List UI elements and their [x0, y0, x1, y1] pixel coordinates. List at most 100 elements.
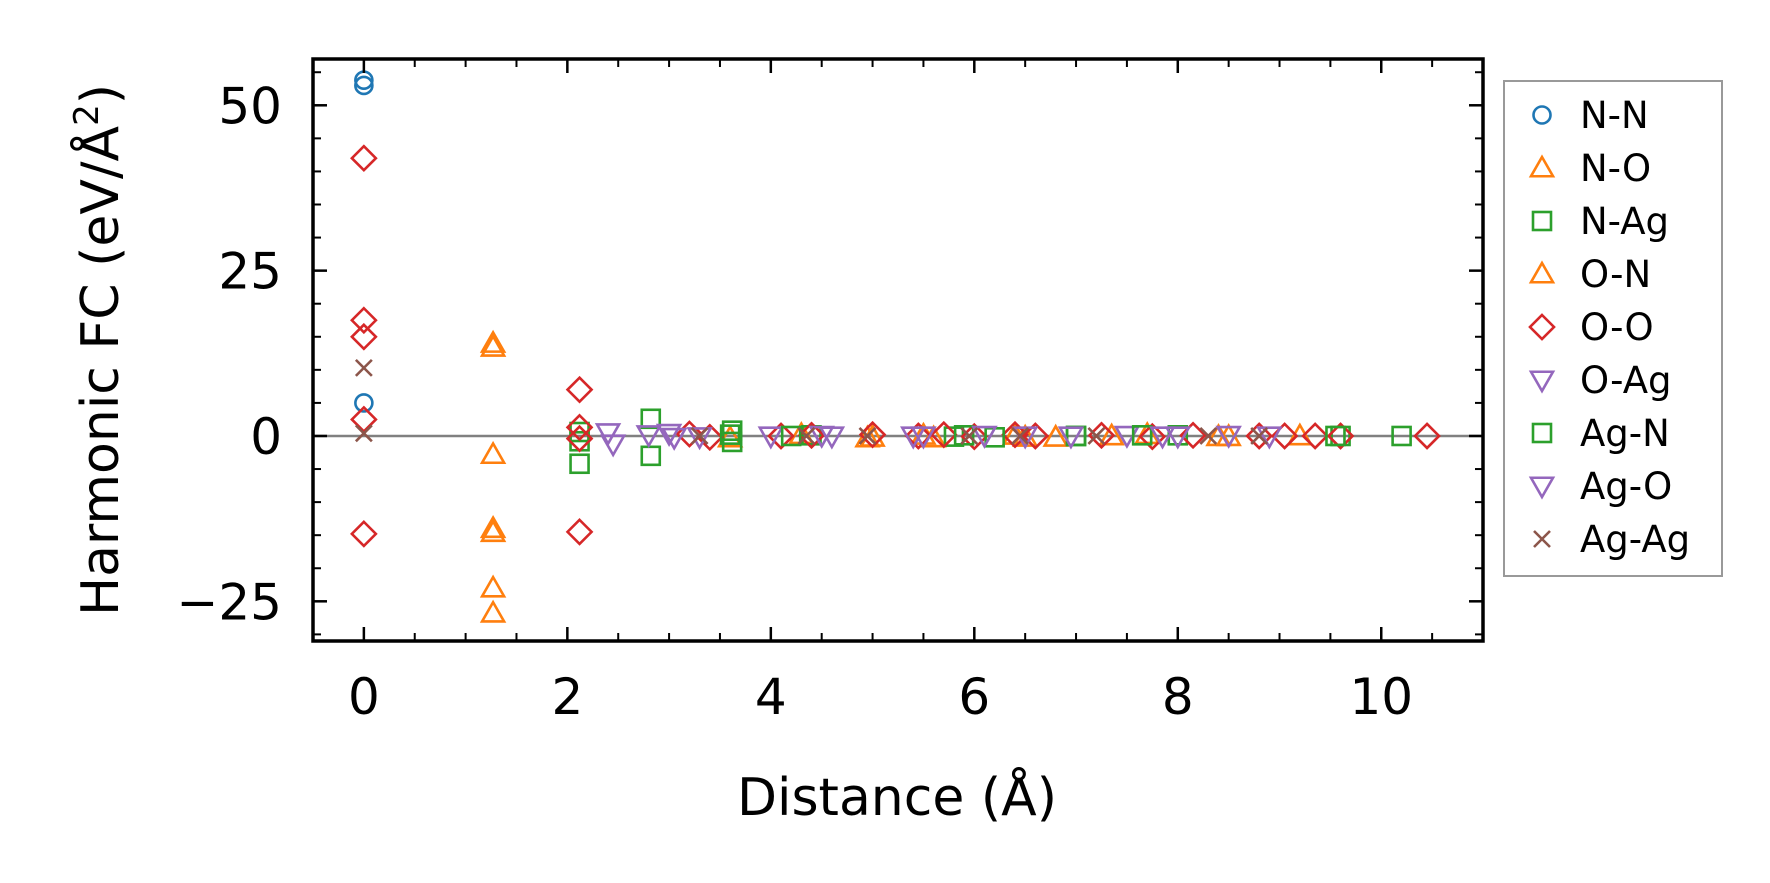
data-point	[1205, 423, 1232, 447]
data-point	[1256, 426, 1283, 450]
data-point	[1001, 420, 1029, 449]
data-point	[599, 434, 627, 458]
legend-label-o-ag: O-Ag	[1580, 359, 1672, 402]
x-tick-label: 8	[1162, 668, 1194, 726]
data-point	[858, 420, 887, 449]
legend-label-ag-ag: Ag-Ag	[1580, 518, 1690, 561]
data-point	[479, 440, 507, 465]
data-point	[354, 358, 373, 377]
data-point	[350, 520, 378, 548]
x-tick-label: 10	[1349, 668, 1413, 726]
data-point	[640, 408, 662, 430]
data-point	[953, 425, 975, 446]
data-point	[1413, 422, 1441, 450]
axes: 0 2 4 6 8 10 −25 0 25 50	[176, 57, 1485, 726]
x-tick-label: 2	[551, 668, 583, 726]
x-axis-title: Distance (Å)	[737, 766, 1057, 828]
data-point	[569, 453, 590, 475]
data-point	[565, 413, 594, 442]
y-axis-title-close: )	[71, 84, 131, 104]
data-point	[1199, 427, 1218, 445]
legend-marker-o-o	[1528, 313, 1556, 341]
data-point	[1164, 426, 1192, 450]
data-point	[1098, 422, 1125, 446]
legend-marker-o-ag	[1528, 370, 1556, 394]
data-point	[660, 427, 688, 451]
legend-label-o-n: O-N	[1580, 253, 1651, 296]
data-point	[1042, 423, 1069, 447]
data-point	[479, 574, 507, 598]
legend-marker-n-ag	[1531, 210, 1553, 232]
data-point	[1021, 422, 1050, 450]
y-tick-label: 50	[218, 77, 282, 135]
data-point	[655, 423, 683, 447]
data-point	[479, 599, 507, 623]
data-point	[904, 422, 933, 450]
series-o-o	[350, 144, 1441, 548]
data-point	[929, 420, 958, 449]
data-point	[354, 424, 373, 443]
data-point	[757, 426, 785, 450]
plot-frame	[311, 57, 1485, 643]
data-point	[479, 333, 507, 357]
data-point	[971, 425, 998, 449]
legend-marker-ag-ag	[1533, 530, 1551, 548]
data-point	[690, 427, 709, 445]
data-point	[716, 424, 744, 448]
data-point	[780, 425, 802, 447]
plot-area	[313, 70, 1483, 623]
legend-marker-ag-n	[1531, 422, 1553, 444]
data-point	[1250, 427, 1269, 445]
legend-label-n-o: N-O	[1580, 147, 1651, 190]
y-axis-title-main: Harmonic FC (eV/Å	[69, 125, 131, 616]
legend-label-o-o: O-O	[1580, 306, 1654, 349]
data-point	[808, 425, 835, 449]
data-point	[719, 424, 741, 445]
data-point	[1325, 425, 1346, 447]
legend-label-n-n: N-N	[1580, 94, 1649, 137]
data-point	[721, 431, 743, 453]
legend-marker-n-o	[1528, 154, 1556, 178]
data-point	[479, 514, 507, 539]
data-point	[1301, 422, 1329, 450]
data-point	[1179, 421, 1207, 450]
data-point	[640, 445, 662, 467]
legend: N-N N-O N-Ag O-N O-O O-Ag Ag-N Ag-O Ag-Ag	[1503, 80, 1723, 577]
data-point	[960, 427, 979, 445]
series-ag-ag	[354, 358, 1269, 445]
series-ag-o	[655, 423, 1242, 451]
data-point	[354, 75, 374, 96]
data-point	[350, 144, 378, 173]
data-point	[635, 425, 662, 449]
data-point	[1245, 422, 1274, 450]
data-point	[350, 322, 378, 351]
data-point	[350, 306, 378, 335]
legend-label-ag-n: Ag-N	[1580, 412, 1670, 455]
data-point	[594, 423, 622, 447]
data-point	[1138, 422, 1167, 451]
data-point	[858, 427, 877, 445]
legend-label-n-ag: N-Ag	[1580, 200, 1669, 243]
data-point	[1391, 425, 1412, 447]
data-point	[479, 329, 507, 353]
legend-marker-o-n	[1528, 260, 1556, 284]
y-tick-label: −25	[176, 573, 282, 631]
data-point	[1087, 427, 1106, 445]
data-point	[1057, 426, 1085, 450]
data-point	[1215, 425, 1242, 449]
y-axis-title: Harmonic FC (eV/Å2)	[67, 84, 131, 616]
data-point	[479, 518, 507, 543]
data-point	[767, 422, 795, 450]
x-tick-label: 6	[958, 668, 990, 726]
data-point	[900, 426, 927, 450]
x-tick-label: 4	[755, 668, 787, 726]
legend-marker-ag-o	[1528, 476, 1556, 500]
data-point	[354, 393, 374, 413]
legend-label-ag-o: Ag-O	[1580, 465, 1672, 508]
y-tick-label: 0	[250, 408, 282, 466]
data-point	[721, 420, 743, 441]
data-point	[686, 427, 713, 451]
data-point	[1326, 422, 1355, 450]
data-point	[797, 427, 816, 445]
